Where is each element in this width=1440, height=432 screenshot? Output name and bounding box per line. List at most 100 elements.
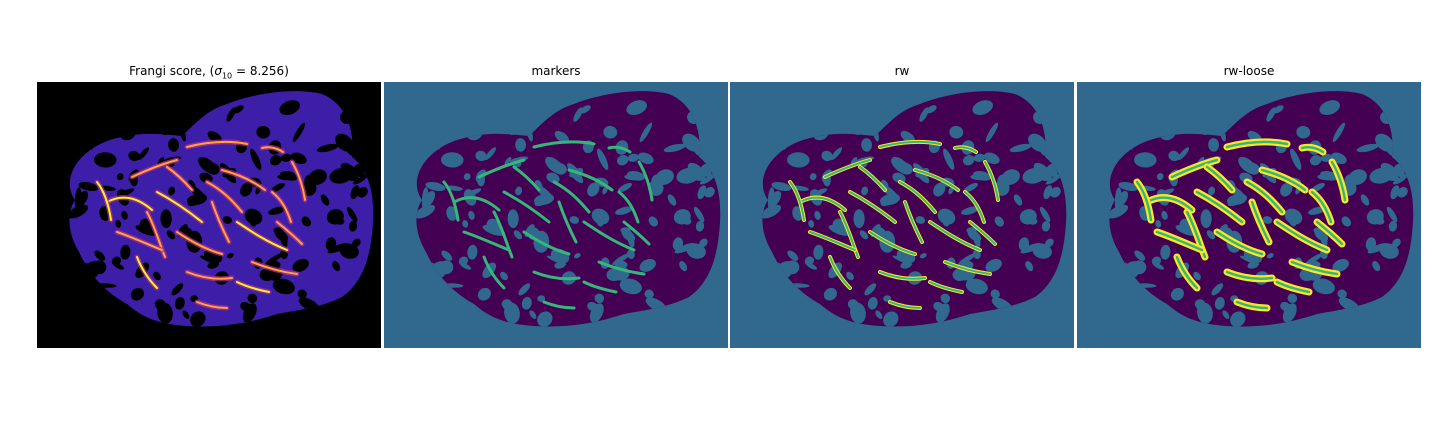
rw-loose-vessel-core <box>1310 190 1333 224</box>
tissue-spot <box>174 296 185 310</box>
tissue-spot <box>120 244 131 260</box>
tissue-spot <box>233 105 244 114</box>
tissue-spot <box>597 148 609 170</box>
tissue-spot <box>962 154 975 166</box>
rw-vessel-core <box>799 196 846 211</box>
tissue-spot <box>1280 301 1291 312</box>
tissue-spot <box>1156 173 1164 181</box>
tissue-spot <box>85 261 101 271</box>
tissue-spot <box>1386 206 1398 223</box>
tissue-spot <box>1341 216 1352 227</box>
tissue-spot <box>686 243 706 259</box>
tissue-spot <box>961 206 979 215</box>
tissue-spot <box>477 287 491 301</box>
rw-loose-vessel-core <box>1235 300 1269 310</box>
tissue-spot <box>683 218 692 225</box>
tissue-spot <box>933 301 944 312</box>
marker-stroke <box>582 280 618 294</box>
tissue-spot <box>1028 133 1047 152</box>
marker-stroke <box>512 165 541 192</box>
rw-vessel-core <box>829 256 851 289</box>
tissue-spot <box>1290 148 1302 170</box>
tissue-spot <box>1392 238 1401 248</box>
title-prefix: Frangi score, ( <box>129 64 215 78</box>
rw-loose-vessel-core <box>1225 270 1274 280</box>
tissue-spot <box>1039 206 1051 223</box>
tissue-spot <box>269 154 282 166</box>
tissue-spot <box>1045 238 1054 248</box>
rw-vessel-core <box>954 146 977 153</box>
tissue-spot <box>1360 194 1370 206</box>
tissue-spot <box>1379 243 1399 259</box>
tissue-spot <box>304 174 313 186</box>
tissue-spot <box>580 105 591 114</box>
tissue-spot <box>521 296 532 310</box>
tissue-spot <box>1109 204 1129 219</box>
rw-loose-vessel-core <box>1300 145 1325 154</box>
tissue-spot <box>157 156 165 165</box>
tissue-spot <box>1320 153 1333 162</box>
rw-vessel-core <box>789 181 805 221</box>
tissue-spot <box>1226 193 1248 206</box>
tissue-spot <box>256 125 271 139</box>
rw-loose-vessel-core <box>1145 196 1194 212</box>
tissue-spot <box>352 238 361 248</box>
tissue-spot <box>699 238 708 248</box>
rw-loose-vessel-core <box>1135 180 1153 222</box>
tissue-spot <box>226 253 234 259</box>
tissue-spot <box>348 220 358 232</box>
tissue-spot <box>847 299 859 310</box>
rw-vessel-core <box>889 301 921 309</box>
tissue-spot <box>1013 194 1023 206</box>
tissue-spot <box>1170 287 1184 301</box>
rw-loose-vessel-core <box>1195 190 1244 224</box>
tissue-spot <box>615 206 633 215</box>
tissue-spot <box>280 153 293 162</box>
tissue-spot <box>667 194 677 206</box>
tissue-spot <box>357 187 368 198</box>
tissue-spot <box>500 271 508 281</box>
tissue-spot <box>806 262 818 270</box>
tissue-spot <box>958 253 977 266</box>
tissue-spot <box>274 229 289 242</box>
ridge-line <box>251 261 298 275</box>
tissue-spot <box>972 100 993 116</box>
ridge-line <box>211 201 230 243</box>
ridge-line <box>271 191 292 223</box>
tissue-spot <box>268 206 286 215</box>
tissue-spot <box>137 147 150 161</box>
tissue-spot <box>325 237 337 251</box>
tissue-spot <box>1153 262 1165 270</box>
tissue-spot <box>990 289 1000 299</box>
tissue-spot <box>627 153 640 162</box>
tissue-spot <box>166 230 176 240</box>
tissue-spot <box>1238 156 1257 174</box>
tissue-spot <box>861 138 873 152</box>
tissue-spot <box>965 278 988 295</box>
tissue-spot <box>627 249 635 260</box>
marker-stroke <box>582 220 636 252</box>
tissue-spot <box>1332 122 1346 143</box>
tissue-spot <box>853 209 865 229</box>
rw-vessel-core <box>929 281 963 293</box>
tissue-spot <box>335 133 354 152</box>
tissue-spot <box>867 296 878 310</box>
tissue-spot <box>626 100 647 116</box>
tissue-spot <box>787 250 799 261</box>
tissue-spot <box>1118 181 1139 192</box>
tissue-spot <box>778 261 794 271</box>
tissue-spot <box>468 210 475 220</box>
tissue-spot <box>1376 218 1385 225</box>
rw-loose-vessel-core <box>1330 160 1347 202</box>
tissue-spot <box>594 293 605 304</box>
tissue-spot <box>587 182 600 197</box>
tissue-spot <box>639 258 656 272</box>
tissue-spot <box>616 154 629 166</box>
tissue-spot <box>546 172 560 184</box>
tissue-spot <box>484 147 497 161</box>
tissue-spot <box>621 229 636 242</box>
tissue-spot <box>762 204 782 219</box>
tissue-spot <box>460 262 472 270</box>
tissue-spot <box>1284 208 1303 225</box>
rw-vessel-core <box>849 191 896 223</box>
